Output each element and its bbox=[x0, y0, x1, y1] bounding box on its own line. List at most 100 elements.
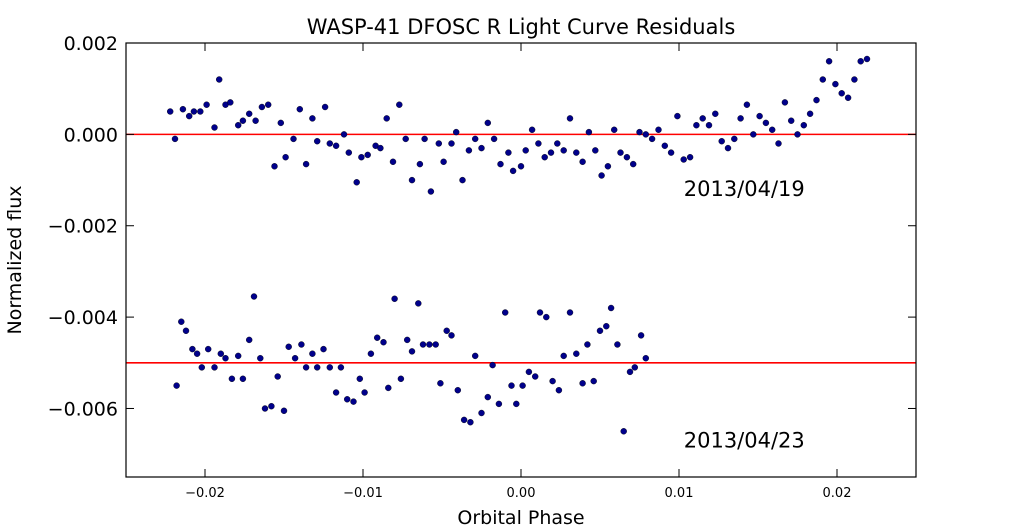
data-point bbox=[282, 153, 289, 161]
data-point bbox=[844, 94, 852, 102]
data-point bbox=[863, 55, 871, 63]
data-point bbox=[440, 158, 447, 166]
data-point bbox=[364, 151, 371, 159]
data-point bbox=[648, 135, 656, 143]
data-point bbox=[617, 149, 624, 156]
data-point bbox=[309, 350, 316, 357]
data-point bbox=[737, 115, 744, 122]
data-point bbox=[554, 140, 561, 147]
data-point bbox=[465, 147, 473, 154]
data-point bbox=[528, 126, 536, 134]
data-point bbox=[416, 160, 424, 168]
data-point bbox=[630, 160, 637, 168]
data-point bbox=[337, 364, 345, 371]
data-point bbox=[290, 135, 297, 143]
data-point bbox=[234, 121, 242, 129]
data-point bbox=[680, 156, 687, 163]
data-point bbox=[296, 105, 303, 113]
data-point bbox=[806, 110, 814, 118]
data-point bbox=[626, 368, 634, 376]
data-point bbox=[472, 352, 479, 360]
data-point bbox=[245, 336, 253, 344]
data-point bbox=[380, 339, 387, 346]
data-point bbox=[857, 58, 864, 65]
x-tick-label: 0.00 bbox=[507, 486, 536, 501]
data-point bbox=[437, 380, 444, 387]
data-point bbox=[222, 355, 229, 362]
data-point bbox=[274, 373, 281, 380]
data-point bbox=[426, 341, 433, 348]
data-point bbox=[448, 140, 455, 147]
data-point bbox=[332, 142, 340, 150]
data-point bbox=[502, 309, 509, 316]
data-point bbox=[320, 345, 327, 353]
data-point bbox=[261, 405, 269, 412]
data-point bbox=[517, 163, 525, 170]
data-point bbox=[522, 147, 529, 154]
y-tick-label: −0.006 bbox=[48, 398, 118, 420]
data-point bbox=[239, 375, 247, 382]
data-point bbox=[560, 147, 567, 154]
data-point bbox=[197, 108, 204, 115]
data-point bbox=[460, 416, 468, 424]
data-point bbox=[718, 137, 725, 145]
data-point bbox=[555, 387, 563, 394]
data-point bbox=[781, 99, 789, 106]
data-point bbox=[547, 149, 555, 156]
data-point bbox=[560, 352, 567, 360]
data-point bbox=[620, 428, 627, 435]
data-point bbox=[832, 80, 839, 88]
data-point bbox=[314, 364, 321, 371]
data-point bbox=[217, 350, 225, 357]
data-point bbox=[596, 327, 604, 334]
data-point bbox=[332, 389, 340, 396]
data-point bbox=[813, 96, 820, 104]
data-point bbox=[408, 176, 416, 184]
data-point bbox=[234, 352, 242, 360]
data-point bbox=[459, 176, 466, 184]
data-point bbox=[391, 295, 398, 302]
data-point bbox=[705, 121, 713, 129]
data-point bbox=[166, 108, 174, 115]
data-point bbox=[173, 382, 180, 389]
data-point bbox=[314, 137, 321, 145]
data-point bbox=[344, 396, 351, 403]
data-point bbox=[374, 334, 381, 341]
data-point bbox=[800, 121, 807, 129]
data-point bbox=[655, 126, 662, 134]
data-point bbox=[566, 115, 574, 122]
data-point bbox=[285, 343, 292, 350]
data-point bbox=[484, 119, 491, 127]
data-point bbox=[198, 364, 206, 371]
data-point bbox=[448, 332, 455, 339]
data-point bbox=[637, 332, 645, 339]
data-point bbox=[193, 350, 201, 357]
data-point bbox=[404, 336, 411, 344]
data-point bbox=[367, 350, 375, 357]
data-point bbox=[211, 364, 218, 371]
data-point bbox=[604, 163, 612, 170]
data-point bbox=[377, 144, 384, 152]
data-point bbox=[277, 119, 284, 127]
data-point bbox=[397, 375, 405, 382]
data-point bbox=[245, 110, 253, 118]
data-point bbox=[508, 382, 515, 389]
data-point bbox=[489, 361, 496, 369]
data-point bbox=[642, 355, 649, 362]
data-point bbox=[421, 135, 428, 143]
data-point bbox=[509, 167, 517, 175]
data-point bbox=[584, 341, 591, 348]
data-point bbox=[227, 99, 234, 106]
y-tick-label: −0.004 bbox=[48, 307, 118, 329]
data-point bbox=[291, 355, 299, 362]
data-point bbox=[321, 103, 329, 111]
data-point bbox=[385, 384, 392, 392]
data-point bbox=[250, 293, 258, 300]
data-point bbox=[686, 153, 694, 161]
data-point bbox=[693, 121, 700, 129]
data-point bbox=[309, 115, 316, 122]
data-point bbox=[573, 350, 580, 357]
x-tick-label: −0.01 bbox=[343, 486, 383, 501]
data-point bbox=[171, 135, 179, 143]
data-point bbox=[532, 373, 539, 380]
